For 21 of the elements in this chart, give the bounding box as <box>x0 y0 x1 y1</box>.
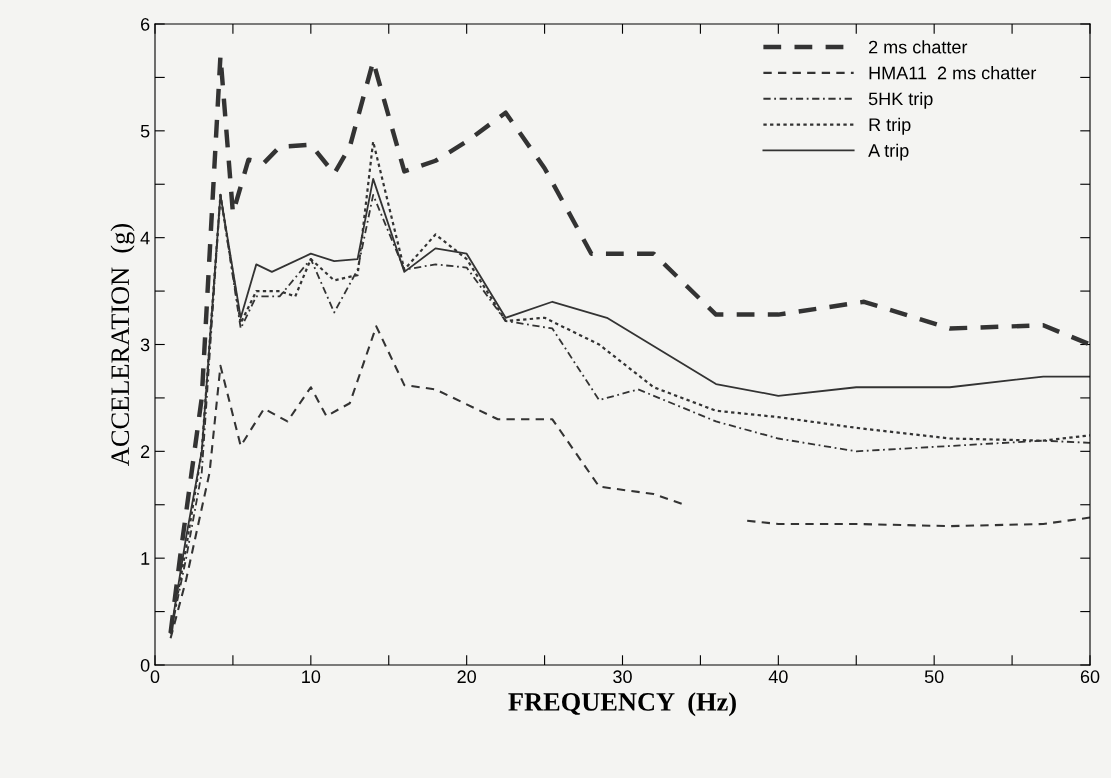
legend-label: 2 ms chatter <box>869 40 968 54</box>
y-tick-label: 5 <box>140 124 150 138</box>
x-tick-label: 0 <box>150 670 160 684</box>
y-tick-label: 1 <box>141 552 150 565</box>
x-tick-label: 40 <box>768 670 788 684</box>
legend-label: A trip <box>868 143 909 161</box>
y-tick-label: 3 <box>140 338 150 352</box>
x-tick-label: 30 <box>613 670 632 684</box>
x-tick-label: 10 <box>302 670 321 684</box>
y-tick-label: 6 <box>141 17 150 31</box>
legend-label: 5HK trip <box>868 91 933 109</box>
legend-label: R trip <box>869 117 911 135</box>
y-tick-label: 0 <box>140 658 150 672</box>
y-tick-label: 2 <box>141 445 150 458</box>
x-axis-title: FREQUENCY (Hz) <box>508 692 736 717</box>
y-tick-label: 4 <box>140 231 150 245</box>
y-axis-title: ACCELERATION (g) <box>110 223 135 466</box>
legend-label: HMA11 2 ms chatter <box>869 66 1037 80</box>
x-tick-label: 50 <box>924 670 944 684</box>
x-tick-label: 60 <box>1080 670 1100 684</box>
x-tick-label: 20 <box>457 670 476 684</box>
